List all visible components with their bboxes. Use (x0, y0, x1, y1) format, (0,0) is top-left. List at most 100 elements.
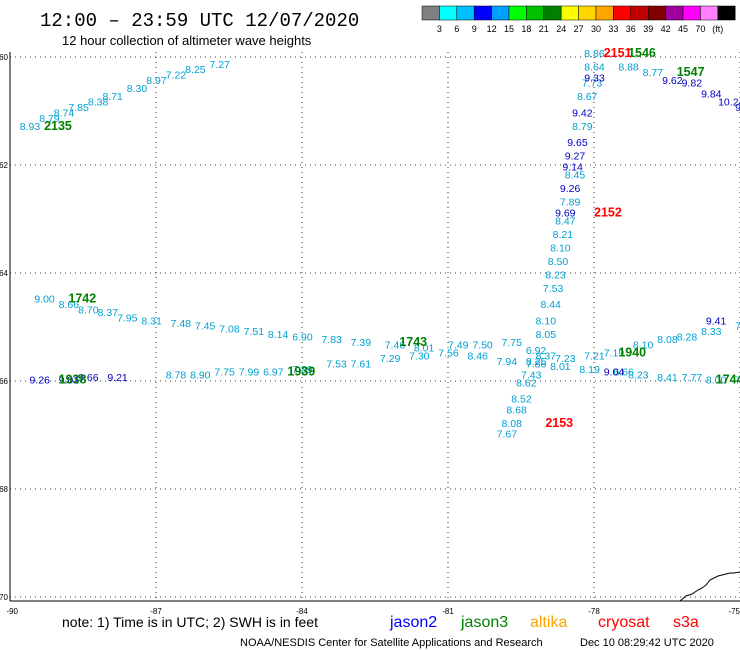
colorbar-label: 70 (695, 24, 705, 34)
wave-height-value: 7.67 (497, 429, 518, 441)
wave-height-value: 9.66 (78, 372, 99, 384)
axis-ticks: -60 -62 -64 -66 -68 -70 -90 -87 -84 -81 -78 -75 (0, 53, 740, 616)
wave-height-value: 7.61 (351, 359, 372, 371)
satellite-legend-item: jason3 (460, 614, 508, 631)
wave-height-value: 8.25 (185, 64, 206, 76)
wave-height-value: 8.88 (618, 62, 639, 74)
wave-height-value: 8.50 (548, 256, 569, 268)
wave-height-value: 8.44 (540, 299, 561, 311)
wave-height-value: 7.77 (682, 372, 703, 384)
wave-height-value: 7.00 (735, 375, 740, 387)
wave-height-value: 9.41 (706, 315, 727, 327)
wave-height-value: 9.69 (555, 207, 576, 219)
colorbar-swatch (508, 5, 527, 21)
coastline (679, 571, 740, 602)
wave-height-value: 8.37 (536, 350, 557, 362)
x-tick-label: -81 (442, 607, 454, 616)
wave-height-value: 8.68 (506, 404, 527, 416)
satellite-legend-item: s3a (673, 614, 699, 631)
x-tick-label: -90 (6, 607, 18, 616)
satellite-legend-item: cryosat (598, 614, 650, 631)
satellite-legend: jason2 jason3 altika cryosat s3a (389, 614, 699, 631)
wave-height-value: 7.86 (526, 359, 547, 371)
wave-height-value: 7.27 (210, 59, 231, 71)
wave-height-value: 8.74 (54, 107, 75, 119)
colorbar-swatch (491, 5, 510, 21)
wave-height-value: 8.25 (526, 356, 547, 368)
wave-height-value: 8.93 (20, 121, 41, 133)
wave-height-value: 9.14 (562, 161, 583, 173)
time-labels: 2135 1742 1938 1939 1743 1940 1744 1547 15462151… (44, 46, 740, 430)
colorbar-swatch (630, 5, 649, 21)
wave-height-value: 8.33 (701, 326, 722, 338)
wave-height-value: 7.08 (219, 323, 240, 335)
colorbar-swatch (421, 5, 440, 21)
wave-height-value: 7.56 (438, 348, 459, 360)
colorbar-label: 21 (539, 24, 549, 34)
colorbar-swatch (717, 5, 736, 21)
chart-title: 12:00 – 23:59 UTC 12/07/2020 (40, 10, 359, 32)
x-tick-label: -87 (150, 607, 162, 616)
wave-height-value: 7.94 (497, 356, 518, 368)
wave-height-value: 9.84 (701, 89, 722, 101)
wave-height-value: 8.28 (677, 332, 698, 344)
note-text: note: 1) Time is in UTC; 2) SWH is in fe… (62, 614, 318, 630)
wave-height-value: 9.33 (584, 72, 605, 84)
wave-height-value: 7.48 (171, 318, 192, 330)
colorbar-swatch (647, 5, 666, 21)
footer-credit: NOAA/NESDIS Center for Satellite Applica… (240, 637, 543, 649)
x-tick-label: -84 (296, 607, 308, 616)
colorbar-label: 6 (454, 24, 459, 34)
colorbar-swatch (665, 5, 684, 21)
wave-height-value: 6.66 (613, 367, 634, 379)
colorbar-swatch (473, 5, 492, 21)
wave-height-value: 8.66 (59, 299, 80, 311)
wave-height-value: 7.95 (117, 313, 138, 325)
wave-height-value: 7.51 (244, 326, 265, 338)
colorbar-swatch (682, 5, 701, 21)
wave-height-value: 7.49 (448, 340, 469, 352)
wave-height-value: 8.45 (565, 170, 586, 182)
wave-height-value: 9.82 (682, 78, 703, 90)
wave-height-value: 6.92 (526, 345, 547, 357)
colorbar-swatch (456, 5, 475, 21)
wave-height-value: 9.71 (735, 102, 740, 114)
wave-height-value: 7.89 (292, 364, 313, 376)
colorbar-label: 12 (487, 24, 497, 34)
y-tick-label: -68 (0, 485, 9, 494)
colorbar-label: 18 (521, 24, 531, 34)
plot-area (9, 52, 740, 602)
colorbar-label: 36 (626, 24, 636, 34)
wave-height-value: 8.37 (98, 307, 119, 319)
wave-height-value: 7.19 (604, 348, 625, 360)
wave-height-value: 8.08 (657, 334, 678, 346)
chart-subtitle: 12 hour collection of altimeter wave hei… (62, 33, 312, 48)
wave-height-value: 8.64 (584, 62, 605, 74)
wave-height-value: 9.27 (565, 151, 586, 163)
pass-time-label: 1546 (628, 46, 656, 60)
data-marks: 8.938.798.747.85 8.388.718.308.97 7.22 8.25… (20, 48, 740, 441)
y-tick-label: -62 (0, 161, 9, 170)
colorbar-swatch (560, 5, 579, 21)
wave-height-value: 8.67 (577, 91, 598, 103)
wave-height-value: 8.31 (141, 315, 162, 327)
x-tick-label: -78 (588, 607, 600, 616)
colorbar-swatch (700, 5, 719, 21)
pass-time-label: 1938 (59, 373, 87, 387)
wave-height-value: 7.39 (351, 337, 372, 349)
wave-height-value: 7.75 (502, 337, 523, 349)
colorbar-label: 3 (437, 24, 442, 34)
colorbar-legend: 3 6 9 12 15 18 21 24 27 30 33 36 39 42 45 70 (ft) (421, 5, 736, 34)
wave-height-value: 9.04 (604, 367, 625, 379)
wave-height-value: 9.65 (567, 137, 588, 149)
y-tick-label: -60 (0, 53, 9, 62)
colorbar-label: 15 (504, 24, 514, 34)
wave-height-value: 8.79 (572, 121, 593, 133)
wave-height-value: 8.70 (78, 305, 99, 317)
colorbar-label: 30 (591, 24, 601, 34)
wave-height-value: 7.75 (214, 367, 235, 379)
satellite-legend-item: altika (530, 614, 567, 631)
wave-height-value: 8.41 (657, 372, 678, 384)
wave-height-value: 8.78 (166, 369, 187, 381)
